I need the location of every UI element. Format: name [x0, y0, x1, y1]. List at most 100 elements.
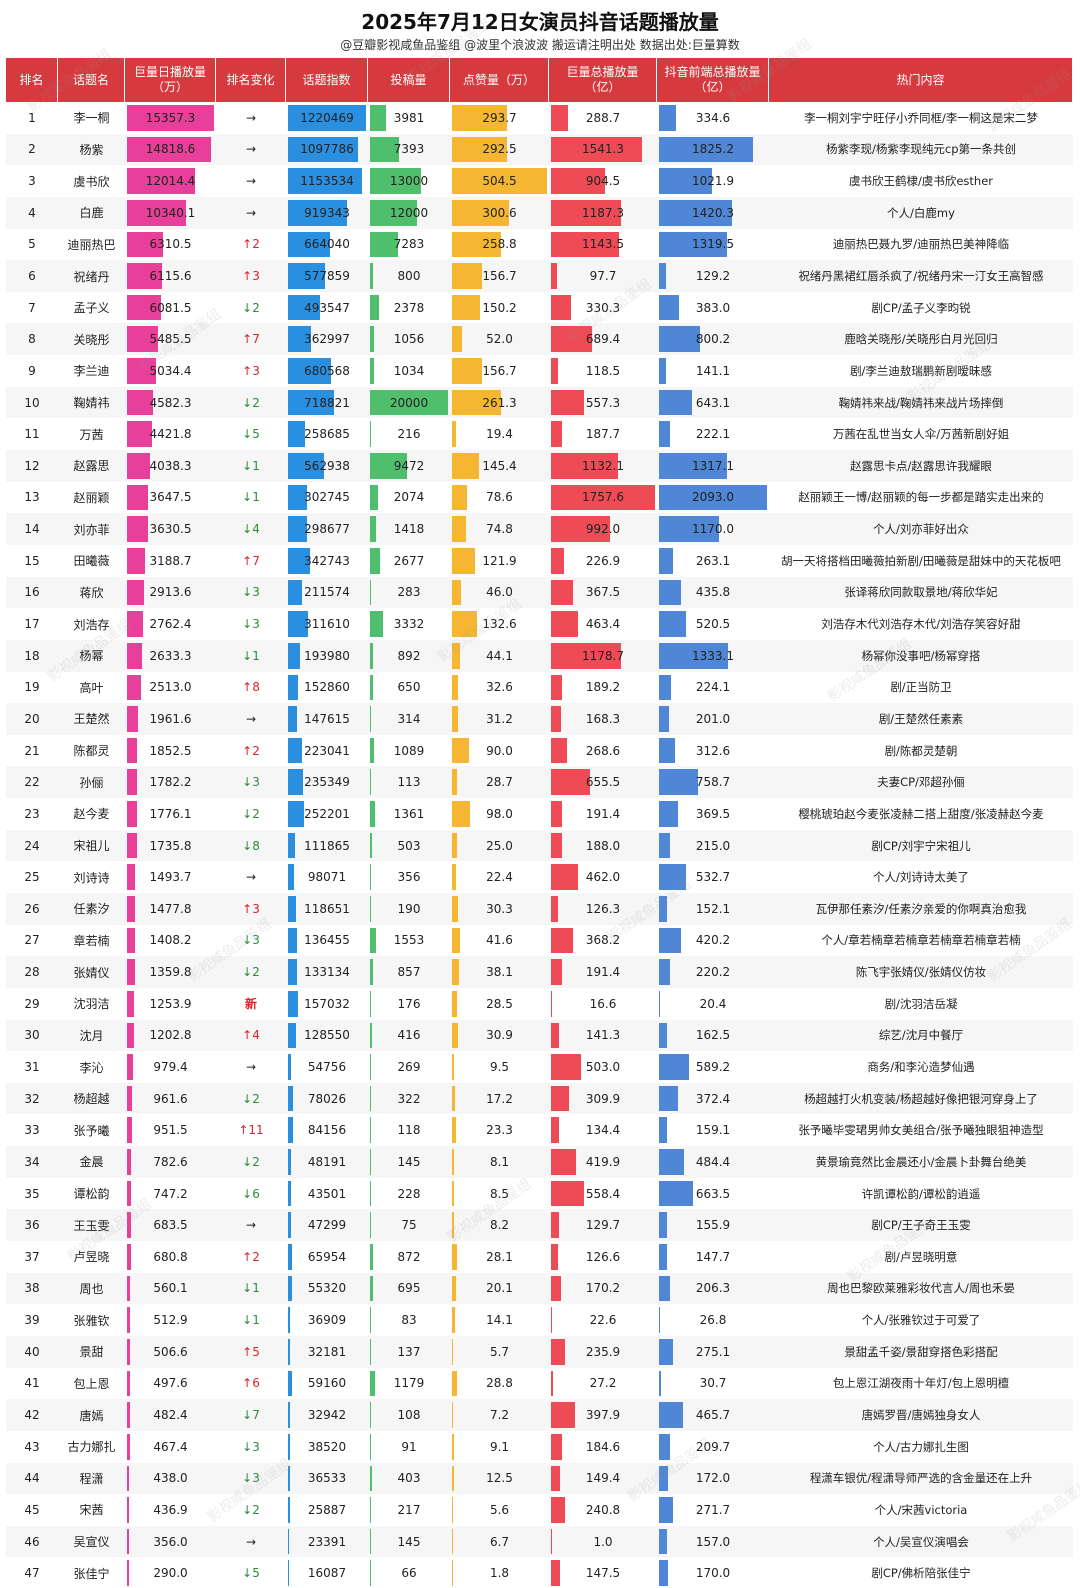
- bar-posts: [370, 1022, 372, 1049]
- table-row: 5 迪丽热巴 6310.5 ↑2 664040 7283 258.8 1143.5 1319.5…: [6, 229, 1073, 261]
- cell-douyin: 435.8: [657, 577, 769, 609]
- bar-douyin: [659, 1338, 674, 1365]
- value-label-daily: 4421.8: [149, 427, 192, 442]
- value-label-likes: 28.8: [486, 1376, 513, 1391]
- value-label-douyin: 1170.0: [692, 522, 734, 537]
- cell-change: ↓2: [242, 300, 260, 315]
- bar-daily: [127, 453, 150, 479]
- value-label-index: 252201: [304, 806, 350, 821]
- bar-douyin: [659, 1149, 684, 1175]
- cell-name: 赵今麦: [73, 807, 110, 822]
- table-row: 46 吴宣仪 356.0 → 23391 145 6.7 1.0 157.0 个人/吴宣仪演唱会: [6, 1525, 1073, 1558]
- bar-douyin: [659, 706, 670, 732]
- cell-name: 杨幂: [79, 649, 104, 664]
- cell-hot: 祝绪丹黑裙红唇杀疯了/祝绪丹宋一汀女王高智感: [798, 269, 1044, 283]
- value-label-index: 1097786: [300, 142, 354, 157]
- table-row: 18 杨幂 2633.3 ↓1 193980 892 44.1 1178.7 1333.1 杨幂你…: [6, 639, 1073, 672]
- column-header-posts: 投稿量: [368, 58, 450, 102]
- value-label-douyin: 155.9: [695, 1218, 731, 1233]
- cell-change: ↑2: [242, 1249, 260, 1264]
- value-label-index: 157032: [304, 996, 350, 1011]
- bar-daily: [127, 1307, 130, 1333]
- bar-posts: [370, 231, 399, 258]
- cell-daily: 3647.5: [125, 482, 216, 514]
- value-label-posts: 314: [397, 711, 421, 726]
- bar-total: [551, 484, 655, 511]
- bar-total: [551, 801, 563, 827]
- value-label-posts: 892: [397, 648, 421, 663]
- bar-posts: [370, 1465, 372, 1492]
- cell-index: 47299: [286, 1209, 368, 1241]
- bar-index: [288, 864, 295, 890]
- bar-likes: [452, 1054, 454, 1080]
- cell-daily: 12014.4: [125, 165, 216, 197]
- cell-rank: 9: [28, 363, 36, 378]
- value-label-douyin: 520.5: [695, 617, 731, 632]
- value-label-douyin: 20.4: [699, 996, 727, 1011]
- value-label-douyin: 420.2: [695, 933, 731, 948]
- cell-posts: 118: [368, 1114, 450, 1146]
- cell-likes: 19.4: [450, 418, 549, 450]
- cell-posts: 1089: [368, 735, 450, 767]
- value-label-index: 48191: [307, 1154, 347, 1169]
- cell-index: 36909: [286, 1304, 368, 1336]
- cell-likes: 1.8: [450, 1557, 549, 1588]
- bar-daily: [127, 231, 163, 258]
- value-label-likes: 32.6: [486, 680, 513, 695]
- cell-posts: 217: [368, 1494, 450, 1526]
- cell-daily: 1202.8: [125, 1020, 216, 1052]
- bar-total: [551, 927, 573, 954]
- cell-rank: 7: [28, 300, 36, 315]
- cell-name: 刘浩存: [73, 617, 110, 632]
- cell-likes: 44.1: [450, 640, 549, 672]
- value-label-likes: 1.8: [489, 1566, 510, 1581]
- cell-name: 张佳宁: [73, 1566, 110, 1581]
- cell-posts: 176: [368, 988, 450, 1020]
- cell-change: →: [245, 1218, 257, 1233]
- bar-posts: [370, 168, 421, 194]
- bar-likes: [452, 1560, 453, 1587]
- cell-change: ↓1: [242, 1313, 260, 1328]
- bar-douyin: [659, 389, 693, 416]
- bar-likes: [452, 294, 481, 321]
- cell-total: 149.4: [549, 1463, 657, 1495]
- table-row: 16 蒋欣 2913.6 ↓3 211574 283 46.0 367.5 435.8 张译蒋欣同…: [6, 576, 1073, 609]
- cell-likes: 90.0: [450, 735, 549, 767]
- value-label-daily: 3188.7: [149, 553, 192, 568]
- cell-douyin: 129.2: [657, 260, 769, 292]
- column-header-index: 话题指数: [286, 58, 368, 102]
- value-label-index: 32942: [307, 1408, 347, 1423]
- value-label-likes: 74.8: [486, 522, 513, 537]
- bar-daily: [127, 389, 153, 416]
- value-label-likes: 121.9: [482, 553, 517, 568]
- bar-posts: [370, 1117, 371, 1144]
- bar-likes: [452, 611, 477, 637]
- cell-rank: 42: [24, 1408, 40, 1423]
- value-label-index: 25887: [307, 1502, 347, 1517]
- bar-douyin: [659, 1117, 668, 1144]
- bar-daily: [127, 168, 196, 194]
- cell-hot: 迪丽热巴聂九罗/迪丽热巴美神降临: [832, 237, 1010, 252]
- bar-index: [288, 1433, 291, 1460]
- bar-daily: [127, 1338, 130, 1365]
- bar-daily: [127, 1054, 133, 1080]
- cell-name: 赵丽颖: [73, 490, 110, 505]
- value-label-posts: 416: [397, 1028, 421, 1043]
- bar-douyin: [659, 294, 679, 321]
- cell-total: 27.2: [549, 1368, 657, 1400]
- value-label-daily: 356.0: [153, 1534, 188, 1549]
- cell-daily: 467.4: [125, 1431, 216, 1463]
- bar-likes: [452, 516, 467, 542]
- table-row: 21 陈都灵 1852.5 ↑2 223041 1089 90.0 268.6 312.6 剧/陈…: [6, 735, 1073, 767]
- bar-douyin: [659, 421, 671, 448]
- cell-hot: 虞书欣王鹤棣/虞书欣esther: [848, 174, 994, 189]
- cell-total: 141.3: [549, 1020, 657, 1052]
- bar-daily: [127, 706, 139, 732]
- bar-douyin: [659, 1307, 661, 1333]
- bar-total: [551, 1338, 565, 1365]
- bar-index: [288, 358, 332, 384]
- value-label-daily: 1852.5: [149, 743, 192, 758]
- bar-daily: [127, 1117, 133, 1144]
- bar-likes: [452, 642, 461, 669]
- table-row: 15 田曦薇 3188.7 ↑7 342743 2677 121.9 226.9 263.1 胡一…: [6, 545, 1073, 577]
